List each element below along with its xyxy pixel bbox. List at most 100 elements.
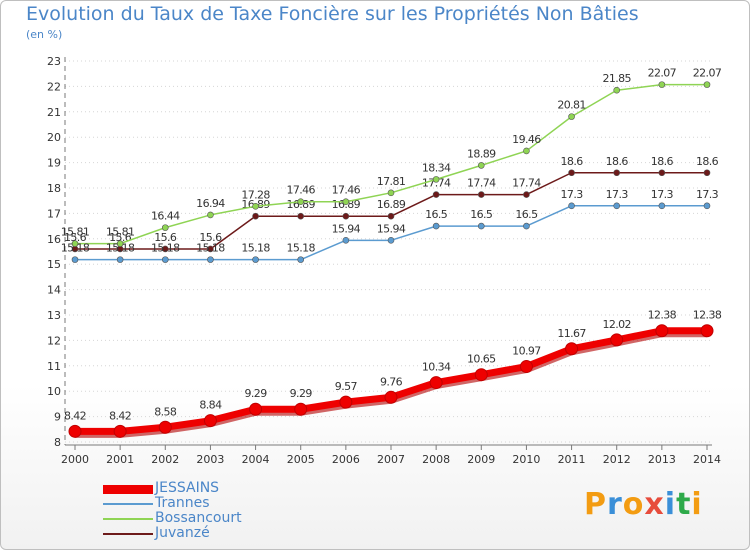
- logo-letter: i: [691, 487, 703, 522]
- x-tick-label: 2014: [693, 453, 721, 466]
- data-point: [252, 212, 259, 220]
- data-label: 17.74: [422, 177, 451, 190]
- data-point: [700, 324, 714, 338]
- data-label: 15.18: [196, 242, 225, 255]
- data-point: [342, 212, 350, 220]
- y-tick-label: 19: [47, 157, 61, 170]
- data-point: [71, 240, 79, 247]
- data-label: 22.07: [648, 67, 677, 80]
- data-label: 18.6: [651, 155, 674, 168]
- legend-label: Juvanzé: [155, 525, 210, 541]
- data-point: [297, 256, 305, 263]
- data-label: 15.81: [61, 226, 90, 239]
- y-tick-label: 15: [47, 258, 61, 271]
- data-point: [523, 147, 530, 155]
- data-label: 16.5: [425, 208, 448, 221]
- x-tick-label: 2001: [106, 453, 134, 466]
- data-label: 15.18: [61, 242, 90, 255]
- data-label: 9.76: [380, 375, 403, 388]
- data-label: 15.81: [106, 226, 135, 239]
- data-label: 8.58: [154, 405, 177, 418]
- data-label: 18.89: [467, 147, 496, 160]
- data-label: 17.46: [332, 184, 361, 197]
- data-label: 17.3: [696, 188, 719, 201]
- data-label: 15.6: [154, 231, 177, 244]
- data-point: [294, 402, 308, 416]
- data-point: [116, 256, 124, 263]
- data-point: [252, 256, 259, 263]
- legend-swatch: [103, 518, 153, 520]
- data-point: [161, 224, 169, 231]
- data-point: [703, 81, 711, 88]
- data-point: [523, 191, 530, 198]
- data-label: 17.74: [512, 177, 541, 190]
- data-label: 17.28: [241, 188, 270, 201]
- data-label: 22.07: [693, 67, 722, 80]
- data-label: 17.46: [286, 184, 315, 197]
- data-point: [71, 256, 79, 263]
- legend-swatch: [103, 503, 153, 505]
- x-tick-label: 2009: [467, 453, 495, 466]
- data-label: 9.29: [290, 387, 313, 400]
- data-point: [432, 222, 440, 230]
- y-tick-label: 18: [47, 182, 61, 195]
- x-tick-label: 2004: [242, 453, 270, 466]
- data-label: 15.18: [106, 242, 135, 255]
- data-point: [252, 202, 259, 210]
- data-label: 16.44: [151, 210, 180, 223]
- legend-swatch: [103, 484, 153, 494]
- legend-label: Bossancourt: [155, 510, 242, 526]
- legend-swatch: [103, 533, 153, 535]
- data-point: [297, 212, 305, 220]
- data-point: [432, 176, 440, 183]
- y-tick-label: 22: [47, 80, 61, 93]
- data-label: 9.57: [335, 380, 358, 393]
- data-point: [655, 324, 669, 338]
- x-tick-label: 2011: [558, 453, 586, 466]
- legend-label: JESSAINS: [155, 480, 220, 496]
- data-point: [342, 198, 350, 206]
- data-label: 16.94: [196, 197, 225, 210]
- x-tick-label: 2013: [648, 453, 676, 466]
- data-point: [387, 212, 395, 220]
- data-label: 17.3: [561, 188, 584, 201]
- data-label: 8.42: [109, 409, 131, 422]
- data-label: 17.3: [651, 188, 674, 201]
- legend-label: Trannes: [155, 495, 210, 511]
- data-label: 18.34: [422, 161, 451, 174]
- data-point: [703, 202, 711, 210]
- y-tick-label: 12: [47, 334, 61, 347]
- data-label: 10.97: [512, 345, 541, 358]
- data-point: [565, 342, 579, 356]
- data-label: 10.34: [422, 361, 451, 374]
- data-label: 15.94: [377, 222, 406, 235]
- x-tick-label: 2012: [603, 453, 631, 466]
- chart-title: Evolution du Taux de Taxe Foncière sur l…: [26, 3, 639, 25]
- y-tick-label: 9: [54, 411, 61, 424]
- data-label: 15.6: [64, 231, 87, 244]
- logo-letter: t: [676, 487, 692, 522]
- data-point: [613, 86, 621, 94]
- logo-letter: r: [607, 487, 623, 522]
- data-label: 17.74: [467, 177, 496, 190]
- data-label: 8.84: [199, 399, 222, 412]
- y-tick-label: 16: [47, 233, 61, 246]
- data-point: [387, 237, 395, 244]
- data-point: [474, 368, 488, 382]
- data-label: 19.46: [512, 133, 541, 146]
- x-tick-label: 2005: [287, 453, 315, 466]
- data-point: [658, 202, 666, 210]
- data-label: 17.3: [606, 188, 629, 201]
- data-label: 18.6: [606, 155, 629, 168]
- data-label: 21.85: [602, 72, 631, 85]
- x-tick-label: 2003: [196, 453, 224, 466]
- data-point: [658, 81, 666, 88]
- data-point: [116, 240, 124, 247]
- x-tick-label: 2000: [61, 453, 89, 466]
- y-tick-label: 11: [47, 360, 61, 373]
- data-label: 11.67: [557, 327, 586, 340]
- data-point: [568, 169, 575, 177]
- data-point: [610, 333, 624, 347]
